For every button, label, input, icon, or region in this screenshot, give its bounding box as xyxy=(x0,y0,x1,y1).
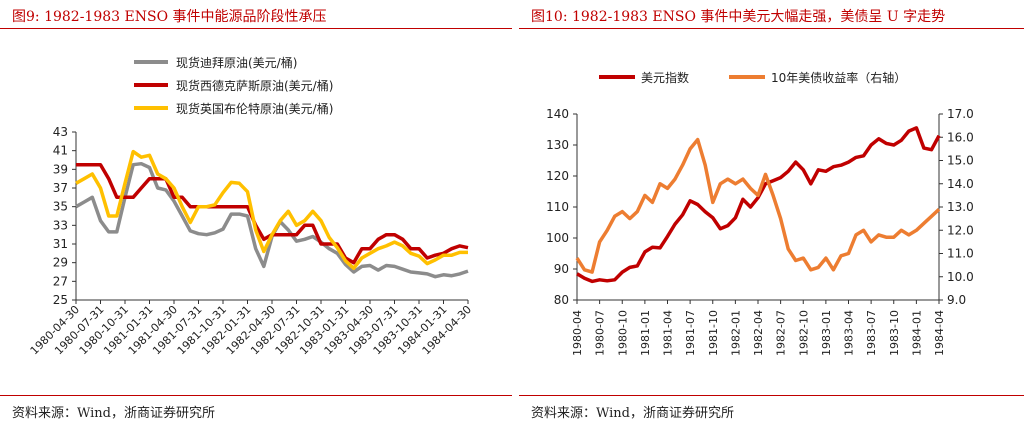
y2-tick-label: 10.0 xyxy=(947,270,974,284)
legend-label: 10年美债收益率（右轴） xyxy=(771,70,906,85)
x-tick-label: 1980-10 xyxy=(616,310,629,356)
x-tick-label: 1982-10 xyxy=(797,310,810,356)
x-tick-label: 1980-07 xyxy=(594,310,607,356)
y-tick-label: 25 xyxy=(53,293,68,307)
chart-panel-left: 图9: 1982-1983 ENSO 事件中能源品阶段性承压 现货迪拜原油(美元… xyxy=(0,9,512,421)
y2-tick-label: 16.0 xyxy=(947,130,974,144)
y2-tick-label: 13.0 xyxy=(947,200,974,214)
series-line xyxy=(575,137,941,274)
y-tick-label: 35 xyxy=(53,200,68,214)
source-note: 资料来源：Wind，浙商证券研究所 xyxy=(531,406,734,421)
legend-label: 美元指数 xyxy=(641,70,689,85)
title-rule xyxy=(519,28,1024,29)
figure-title: 图9: 1982-1983 ENSO 事件中能源品阶段性承压 xyxy=(12,9,327,25)
x-tick-label: 1980-04 xyxy=(571,310,584,356)
x-tick-label: 1983-07 xyxy=(865,310,878,356)
x-tick-label: 1984-04 xyxy=(933,310,946,356)
y-tick-label: 37 xyxy=(53,181,68,195)
dollar-treasury-chart: 美元指数 10年美债收益率（右轴） 80 90 100 110 120 130 140 9.0 10… xyxy=(546,70,974,356)
y2-tick-label: 11.0 xyxy=(947,247,974,261)
x-tick-label: 1981-04 xyxy=(662,310,675,356)
y-tick-label: 100 xyxy=(546,231,569,245)
x-tick-label: 1982-07 xyxy=(775,310,788,356)
y-tick-label: 41 xyxy=(53,144,68,158)
y-tick-label: 29 xyxy=(53,256,68,270)
y-tick-label: 33 xyxy=(53,218,68,232)
oil-price-chart: 现货迪拜原油(美元/桶) 现货西德克萨斯原油(美元/桶) 现货英国布伦特原油(美元/… xyxy=(28,55,474,357)
series-line xyxy=(75,149,468,271)
y-tick-label: 27 xyxy=(53,274,68,288)
y-tick-label: 80 xyxy=(554,293,569,307)
x-tick-label: 1983-04 xyxy=(843,310,856,356)
y-tick-label: 43 xyxy=(53,125,68,139)
y-tick-label: 130 xyxy=(546,138,569,152)
x-tick-label: 1981-07 xyxy=(684,310,697,356)
chart-panel-right: 图10: 1982-1983 ENSO 事件中美元大幅走强，美债呈 U 字走势 … xyxy=(519,0,1024,429)
x-tick-label: 1981-01 xyxy=(639,310,652,356)
y-tick-label: 31 xyxy=(53,237,68,251)
legend-label: 现货英国布伦特原油(美元/桶) xyxy=(176,101,333,116)
y-tick-label: 39 xyxy=(53,162,68,176)
series-line xyxy=(76,162,469,265)
source-rule xyxy=(519,395,1024,396)
y2-tick-label: 12.0 xyxy=(947,223,974,237)
series-line xyxy=(576,126,941,284)
series-line xyxy=(75,161,469,279)
x-tick-label: 1982-01 xyxy=(729,310,742,356)
x-tick-label: 1983-10 xyxy=(888,310,901,356)
y-tick-label: 90 xyxy=(554,262,569,276)
legend-label: 现货西德克萨斯原油(美元/桶) xyxy=(176,78,333,93)
x-tick-label: 1984-01 xyxy=(910,310,923,356)
x-tick-label: 1981-10 xyxy=(707,310,720,356)
y-tick-label: 140 xyxy=(546,107,569,121)
y2-tick-label: 14.0 xyxy=(947,177,974,191)
source-rule xyxy=(0,395,512,396)
y2-tick-label: 15.0 xyxy=(947,154,974,168)
y-tick-label: 110 xyxy=(546,200,569,214)
y2-tick-label: 17.0 xyxy=(947,107,974,121)
x-tick-label: 1983-01 xyxy=(820,310,833,356)
figure-title: 图10: 1982-1983 ENSO 事件中美元大幅走强，美债呈 U 字走势 xyxy=(531,9,946,25)
title-rule xyxy=(0,28,512,29)
y2-tick-label: 9.0 xyxy=(947,293,966,307)
source-note: 资料来源：Wind，浙商证券研究所 xyxy=(12,406,215,421)
x-tick-label: 1982-04 xyxy=(752,310,765,356)
legend-label: 现货迪拜原油(美元/桶) xyxy=(176,55,297,70)
y-tick-label: 120 xyxy=(546,169,569,183)
